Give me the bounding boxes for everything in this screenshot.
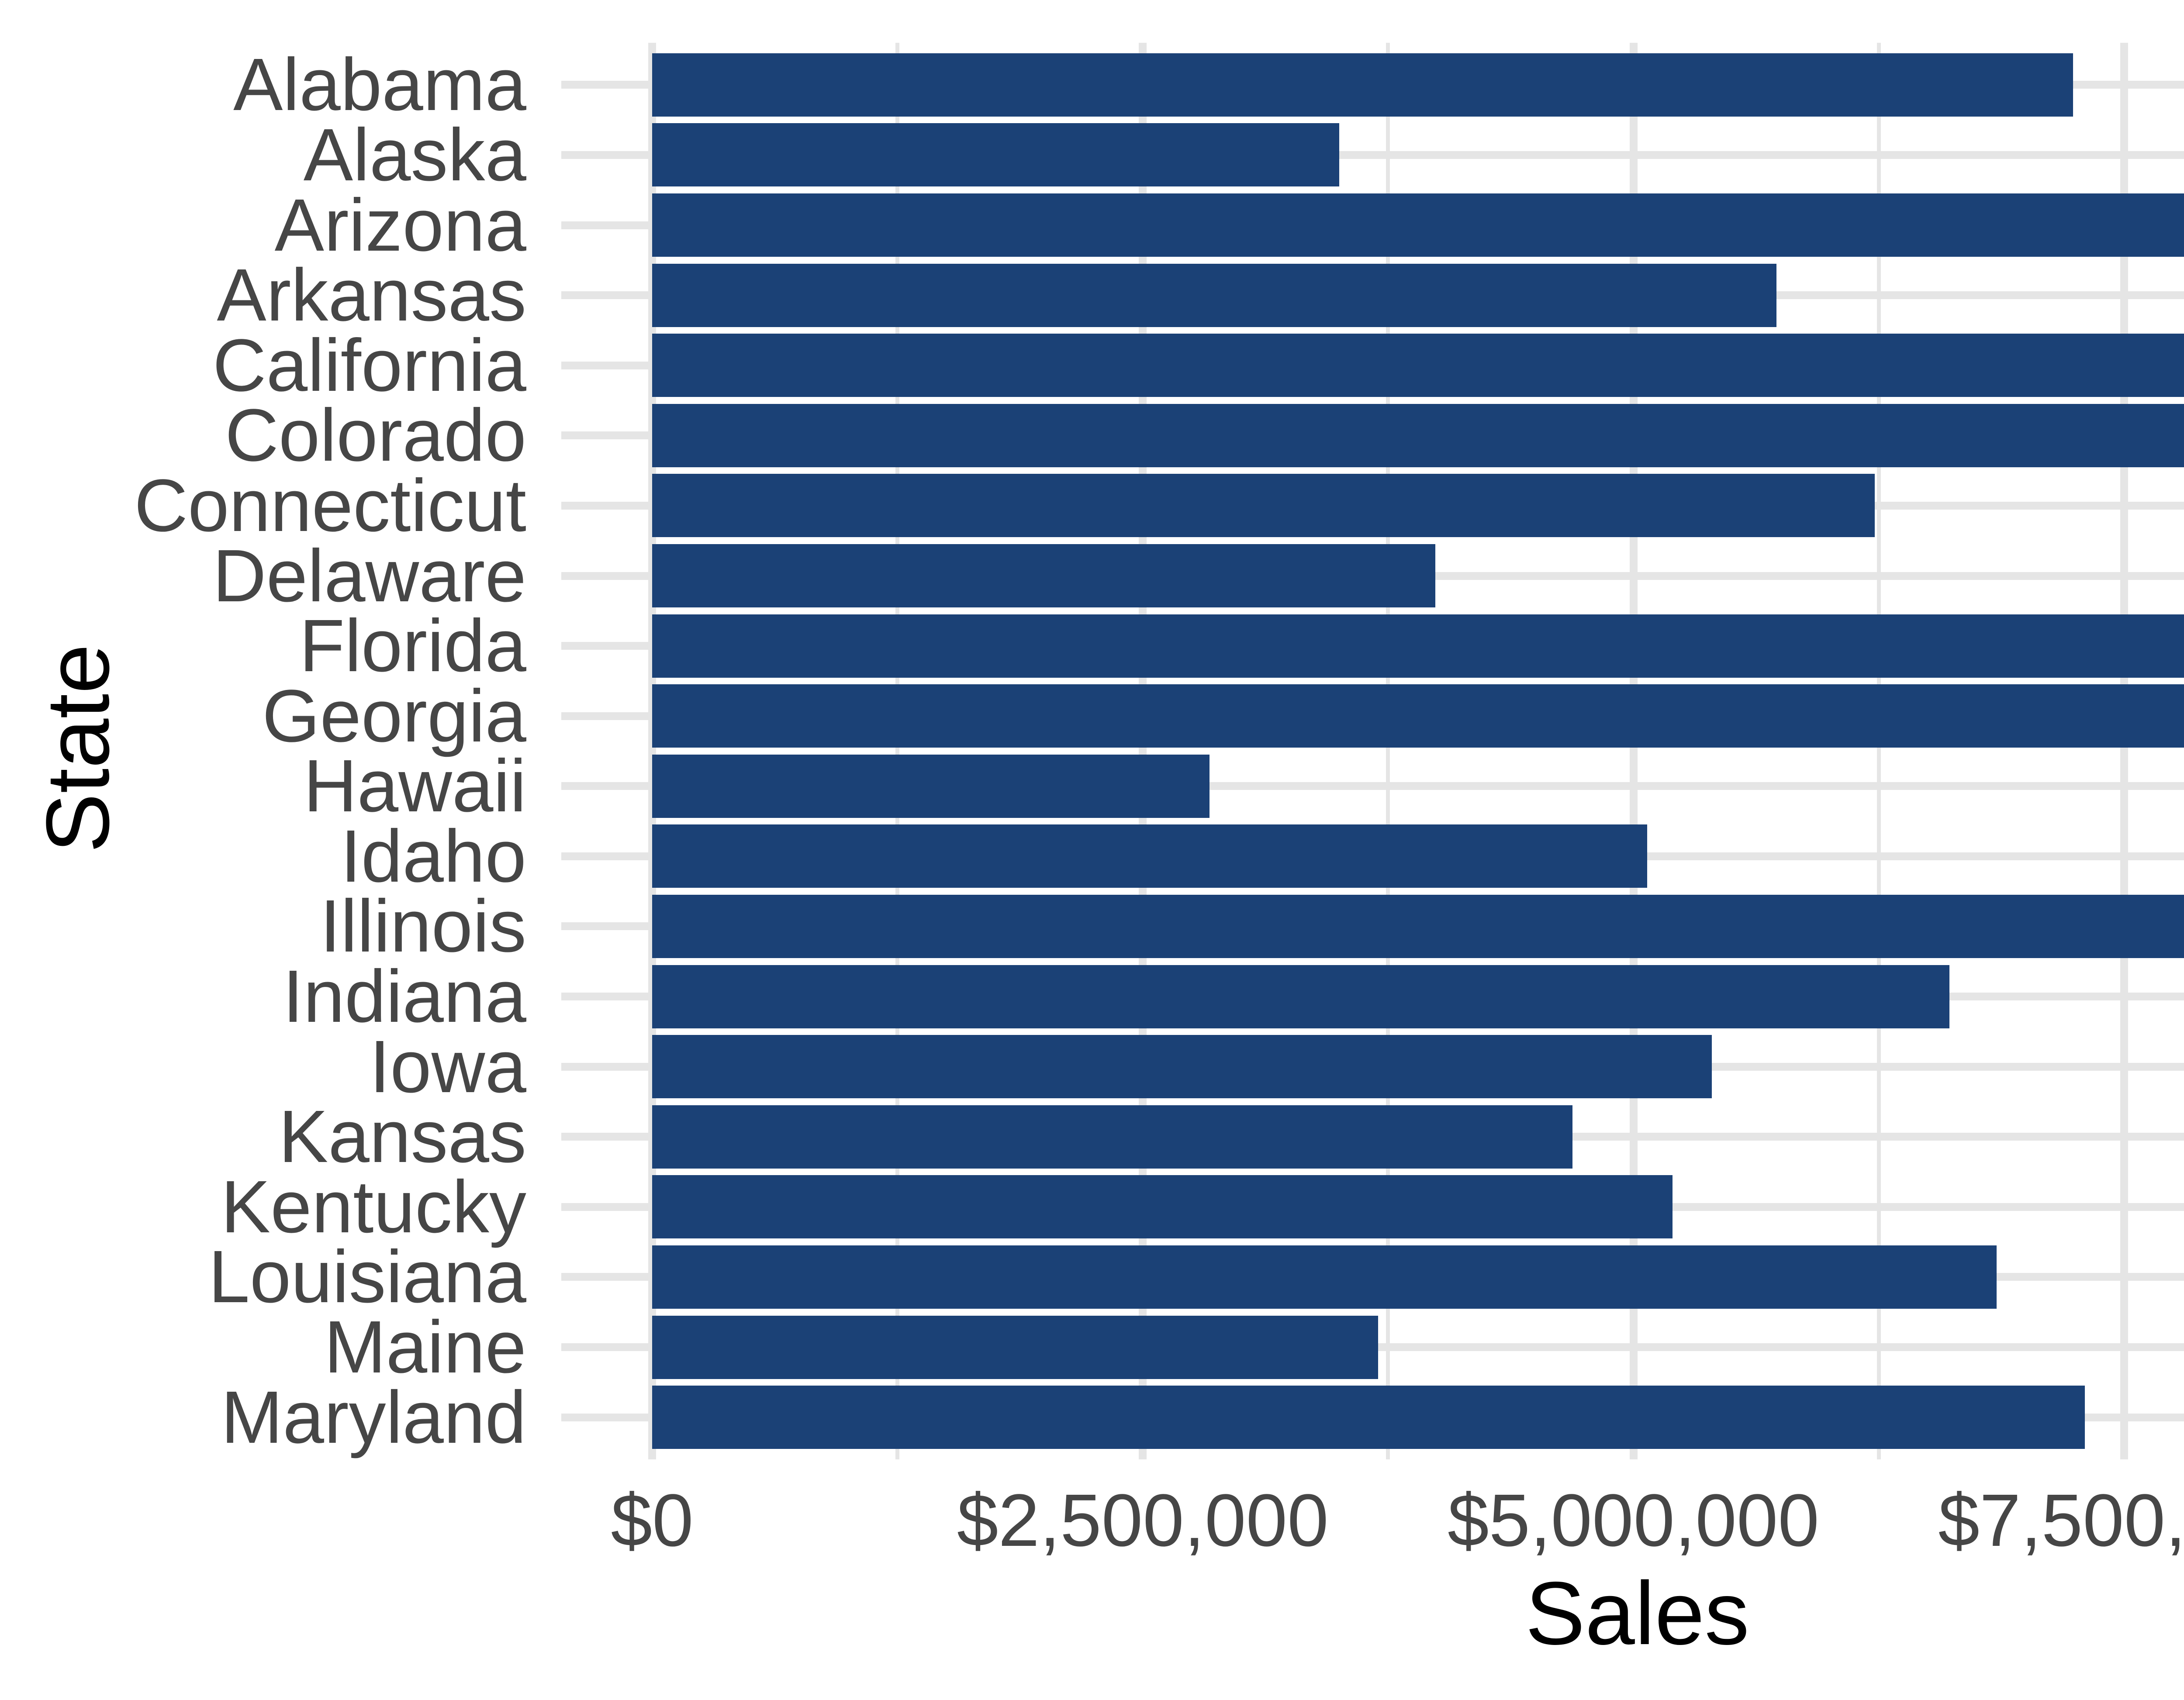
y-tick-label: Florida [299,604,526,688]
x-tick-label: $7,500,000 [1938,1479,2184,1562]
y-tick-label: Connecticut [134,464,526,547]
y-tick-label: California [212,324,526,407]
bar-california [652,334,2184,397]
x-tick-label: $0 [611,1479,694,1562]
y-tick-label: Maryland [221,1376,526,1459]
y-tick-label: Arizona [274,183,526,267]
bar-delaware [652,544,1435,607]
gridline-vertical-minor [895,43,900,1459]
plot-panel [561,43,2184,1459]
bar-iowa [652,1035,1712,1099]
bar-alabama [652,53,2073,117]
y-tick-label: Alabama [233,43,526,127]
bar-maine [652,1315,1379,1379]
bar-louisiana [652,1245,1997,1309]
y-tick-label: Indiana [283,955,526,1038]
bar-connecticut [652,474,1875,538]
y-tick-label: Alaska [303,113,526,197]
bar-alaska [652,123,1339,187]
bar-indiana [652,965,1949,1028]
y-tick-label: Kansas [278,1095,526,1179]
x-axis-title: Sales [1525,1563,1749,1663]
bar-colorado [652,403,2184,467]
bar-kansas [652,1105,1573,1169]
bar-florida [652,614,2184,678]
y-tick-label: Idaho [340,814,526,898]
bar-kentucky [652,1175,1673,1239]
bar-georgia [652,684,2184,748]
y-tick-label: Illinois [320,885,526,968]
bar-hawaii [652,754,1209,818]
x-tick-label: $2,500,000 [957,1479,1329,1562]
y-tick-label: Delaware [212,534,526,617]
bar-idaho [652,824,1647,888]
y-tick-label: Arkansas [217,254,526,337]
y-tick-label: Iowa [369,1025,526,1108]
y-tick-label: Georgia [262,674,526,758]
gridline-vertical-minor [1876,43,1881,1459]
y-tick-label: Hawaii [303,745,526,828]
y-tick-label: Kentucky [221,1165,526,1248]
y-tick-label: Maine [324,1306,526,1389]
y-tick-label: Louisiana [208,1235,526,1319]
gridline-vertical-minor [1386,43,1390,1459]
y-axis-title: State [28,644,128,853]
bar-maryland [652,1386,2085,1449]
bar-arizona [652,193,2184,257]
y-tick-label: Colorado [225,394,526,477]
x-tick-label: $5,000,000 [1448,1479,1819,1562]
bar-arkansas [652,263,1777,327]
bar-illinois [652,894,2184,958]
